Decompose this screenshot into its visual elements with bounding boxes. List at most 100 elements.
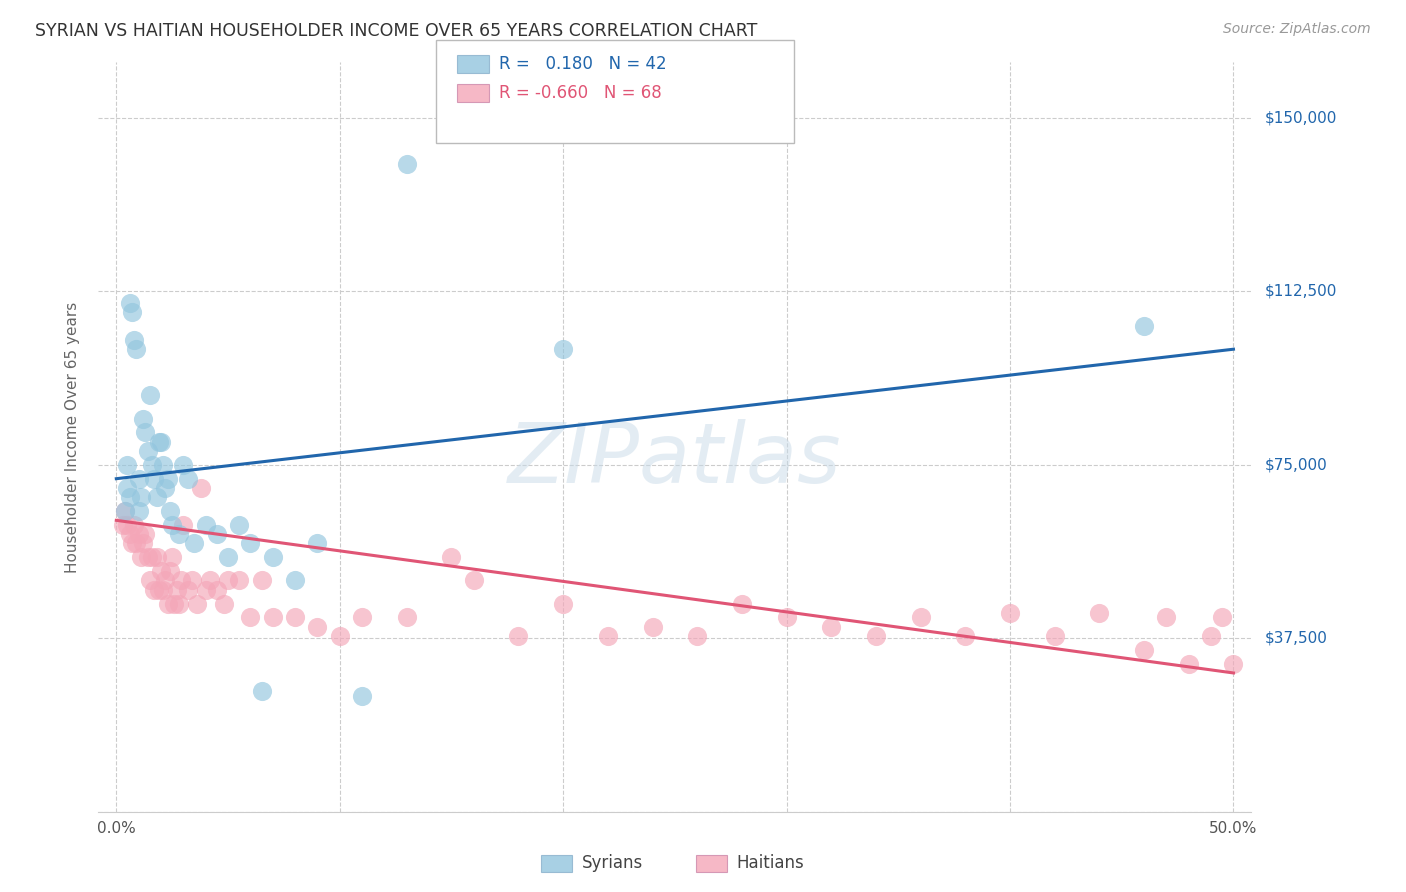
Point bbox=[117, 481, 139, 495]
Point bbox=[149, 564, 172, 578]
Point bbox=[194, 582, 217, 597]
Point bbox=[190, 481, 212, 495]
Point bbox=[170, 574, 193, 588]
Point bbox=[156, 472, 179, 486]
Point bbox=[121, 536, 143, 550]
Point bbox=[155, 481, 177, 495]
Point bbox=[198, 574, 221, 588]
Point bbox=[820, 620, 842, 634]
Point bbox=[1199, 629, 1222, 643]
Point bbox=[508, 629, 530, 643]
Point bbox=[865, 629, 887, 643]
Point bbox=[352, 610, 374, 624]
Point bbox=[117, 518, 139, 533]
Point bbox=[134, 425, 156, 440]
Point bbox=[262, 610, 284, 624]
Point bbox=[239, 536, 262, 550]
Point bbox=[118, 527, 141, 541]
Point bbox=[145, 490, 167, 504]
Point bbox=[148, 582, 170, 597]
Point bbox=[284, 574, 307, 588]
Point bbox=[998, 606, 1021, 620]
Point bbox=[1222, 657, 1244, 671]
Point bbox=[1156, 610, 1178, 624]
Point bbox=[122, 333, 145, 347]
Point bbox=[194, 518, 217, 533]
Point bbox=[395, 610, 418, 624]
Point bbox=[155, 574, 177, 588]
Point bbox=[641, 620, 664, 634]
Y-axis label: Householder Income Over 65 years: Householder Income Over 65 years bbox=[65, 301, 80, 573]
Point bbox=[143, 582, 166, 597]
Point bbox=[212, 597, 235, 611]
Point bbox=[114, 504, 136, 518]
Point bbox=[262, 550, 284, 565]
Point bbox=[143, 472, 166, 486]
Point bbox=[183, 536, 205, 550]
Point bbox=[955, 629, 977, 643]
Text: $150,000: $150,000 bbox=[1265, 111, 1337, 126]
Point bbox=[284, 610, 307, 624]
Point bbox=[553, 597, 575, 611]
Point bbox=[250, 684, 273, 698]
Point bbox=[775, 610, 797, 624]
Point bbox=[596, 629, 619, 643]
Point bbox=[181, 574, 204, 588]
Point bbox=[731, 597, 754, 611]
Point bbox=[118, 490, 141, 504]
Point bbox=[307, 620, 329, 634]
Point bbox=[160, 518, 183, 533]
Text: $112,500: $112,500 bbox=[1265, 284, 1337, 299]
Point bbox=[329, 629, 352, 643]
Point bbox=[152, 582, 174, 597]
Point bbox=[141, 550, 163, 565]
Point bbox=[686, 629, 709, 643]
Point bbox=[125, 342, 148, 356]
Point bbox=[136, 550, 159, 565]
Point bbox=[239, 610, 262, 624]
Text: Haitians: Haitians bbox=[737, 855, 804, 872]
Point bbox=[129, 490, 152, 504]
Text: $37,500: $37,500 bbox=[1265, 631, 1329, 646]
Point bbox=[395, 157, 418, 171]
Point bbox=[129, 550, 152, 565]
Point bbox=[125, 536, 148, 550]
Point bbox=[205, 527, 228, 541]
Point bbox=[1133, 319, 1156, 334]
Point bbox=[117, 458, 139, 472]
Text: SYRIAN VS HAITIAN HOUSEHOLDER INCOME OVER 65 YEARS CORRELATION CHART: SYRIAN VS HAITIAN HOUSEHOLDER INCOME OVE… bbox=[35, 22, 758, 40]
Point bbox=[186, 597, 208, 611]
Point bbox=[177, 582, 200, 597]
Point bbox=[1178, 657, 1201, 671]
Point bbox=[167, 597, 190, 611]
Point bbox=[228, 574, 250, 588]
Point bbox=[166, 582, 188, 597]
Point bbox=[160, 550, 183, 565]
Point bbox=[463, 574, 485, 588]
Point bbox=[217, 550, 239, 565]
Point bbox=[118, 296, 141, 310]
Point bbox=[352, 689, 374, 703]
Point bbox=[172, 458, 194, 472]
Point bbox=[128, 527, 150, 541]
Point bbox=[132, 411, 155, 425]
Point bbox=[172, 518, 194, 533]
Point bbox=[1043, 629, 1066, 643]
Point bbox=[1133, 643, 1156, 657]
Point bbox=[440, 550, 463, 565]
Point bbox=[149, 434, 172, 449]
Point bbox=[128, 504, 150, 518]
Text: R =   0.180   N = 42: R = 0.180 N = 42 bbox=[499, 55, 666, 73]
Point bbox=[132, 536, 155, 550]
Point bbox=[122, 518, 145, 533]
Point bbox=[250, 574, 273, 588]
Point bbox=[152, 458, 174, 472]
Point bbox=[1211, 610, 1233, 624]
Point bbox=[141, 458, 163, 472]
Point bbox=[307, 536, 329, 550]
Point bbox=[139, 388, 162, 402]
Text: ZIPatlas: ZIPatlas bbox=[508, 419, 842, 500]
Text: Source: ZipAtlas.com: Source: ZipAtlas.com bbox=[1223, 22, 1371, 37]
Point bbox=[167, 527, 190, 541]
Point bbox=[163, 597, 186, 611]
